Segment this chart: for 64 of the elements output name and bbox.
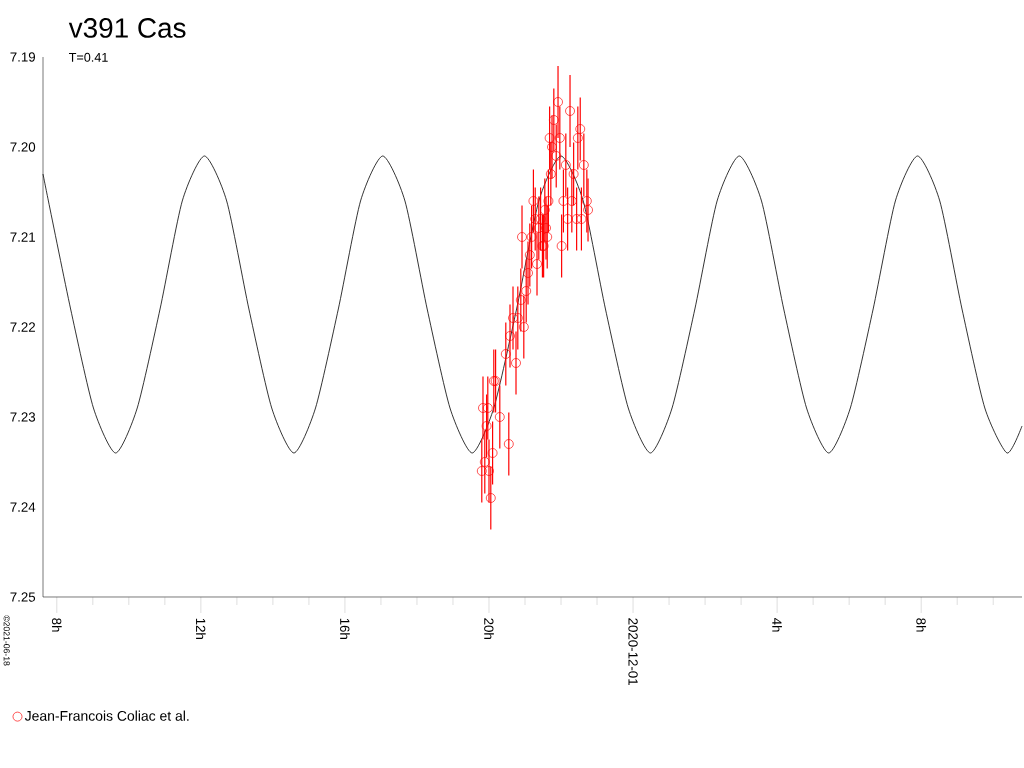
point xyxy=(487,448,498,458)
text: ©2021-06-18 xyxy=(3,615,10,666)
point xyxy=(526,232,537,242)
y-tick-label: 7.24 xyxy=(10,502,36,512)
point xyxy=(578,160,589,170)
point xyxy=(494,412,505,422)
y-tick-label: 7.23 xyxy=(10,412,36,422)
chart-subtitle: T=0.41 xyxy=(68,52,108,62)
point xyxy=(521,286,532,296)
point xyxy=(484,466,494,476)
y-tick-label: 7.21 xyxy=(10,232,36,242)
point xyxy=(485,493,496,503)
x-tick-label: 2020-12-01 xyxy=(628,618,638,685)
point xyxy=(558,196,569,206)
point xyxy=(572,133,583,143)
point xyxy=(575,124,586,134)
y-tick-label: 7.19 xyxy=(10,52,36,62)
point xyxy=(560,160,571,170)
point xyxy=(523,268,533,278)
x-tick-label: 4h xyxy=(772,617,782,632)
x-tick-label: 20h xyxy=(484,618,494,639)
point xyxy=(482,403,493,413)
point xyxy=(517,232,527,242)
y-tick-label: 7.22 xyxy=(10,322,35,332)
point xyxy=(562,214,573,224)
point xyxy=(583,205,593,215)
point xyxy=(547,142,557,152)
point xyxy=(545,169,556,179)
point xyxy=(576,214,587,224)
point xyxy=(515,295,526,305)
point xyxy=(539,205,550,215)
y-tick-label: 7.25 xyxy=(10,592,36,602)
point xyxy=(543,196,554,206)
point xyxy=(581,196,592,206)
point xyxy=(476,466,487,476)
x-tick-label: 16h xyxy=(340,618,350,639)
point xyxy=(566,196,577,206)
point xyxy=(518,322,529,332)
point xyxy=(479,457,490,467)
x-tick-label: 8h xyxy=(51,618,62,632)
chart-title: v391 Cas xyxy=(68,18,186,38)
point xyxy=(528,196,539,206)
point xyxy=(556,241,567,251)
point xyxy=(568,169,579,179)
point xyxy=(512,313,523,323)
point xyxy=(548,115,559,125)
point xyxy=(565,106,575,116)
point xyxy=(554,133,565,143)
legend-label: Jean-Francois Coliac et al. xyxy=(24,710,189,721)
point xyxy=(500,349,511,359)
x-tick-label: 12h xyxy=(196,618,206,639)
point xyxy=(503,439,514,449)
point xyxy=(553,97,563,107)
point xyxy=(551,151,562,161)
point xyxy=(511,358,521,368)
point xyxy=(532,259,542,269)
point xyxy=(524,250,535,260)
point xyxy=(481,421,492,431)
point xyxy=(544,133,555,143)
point xyxy=(535,214,546,224)
x-tick-label: 8h xyxy=(916,618,927,632)
point xyxy=(541,223,551,233)
point xyxy=(505,331,515,341)
y-tick-label: 7.20 xyxy=(10,142,36,152)
